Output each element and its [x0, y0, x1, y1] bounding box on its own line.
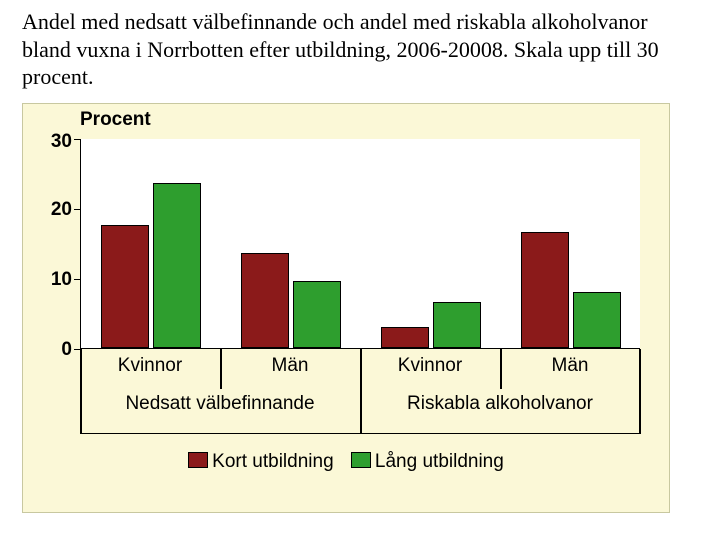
- chart-container: Procent 0 10 20 30 Kvinnor Män Kvinnor M…: [22, 103, 670, 513]
- y-axis-label: Procent: [80, 109, 151, 131]
- legend-swatch: [351, 452, 371, 468]
- bar: [381, 327, 429, 348]
- bar: [573, 292, 621, 348]
- ytick-mark: [74, 209, 80, 211]
- legend-swatch: [188, 452, 208, 468]
- x-category-label: Kvinnor: [360, 355, 500, 377]
- bar: [101, 225, 149, 348]
- bar: [521, 232, 569, 348]
- x-category-label: Män: [500, 355, 640, 377]
- x-category-label: Män: [220, 355, 360, 377]
- x-group-label: Nedsatt välbefinnande: [80, 393, 360, 415]
- ytick-label: 20: [32, 199, 72, 221]
- ytick-label: 30: [32, 131, 72, 153]
- bar: [433, 302, 481, 348]
- legend: Kort utbildning Lång utbildning: [22, 451, 670, 473]
- bar: [153, 183, 201, 348]
- x-group-label: Riskabla alkoholvanor: [360, 393, 640, 415]
- bar: [241, 253, 289, 348]
- legend-label: Lång utbildning: [375, 451, 504, 472]
- ytick-mark: [74, 139, 80, 141]
- legend-label: Kort utbildning: [212, 451, 333, 472]
- axis-baseline: [80, 433, 640, 435]
- plot-area: [80, 139, 640, 349]
- x-category-label: Kvinnor: [80, 355, 220, 377]
- ytick-mark: [74, 279, 80, 281]
- legend-item: Kort utbildning: [188, 451, 333, 473]
- legend-item: Lång utbildning: [351, 451, 504, 473]
- ytick-label: 10: [32, 269, 72, 291]
- ytick-label: 0: [32, 339, 72, 361]
- bar: [293, 281, 341, 348]
- figure-caption: Andel med nedsatt välbefinnande och ande…: [0, 0, 720, 103]
